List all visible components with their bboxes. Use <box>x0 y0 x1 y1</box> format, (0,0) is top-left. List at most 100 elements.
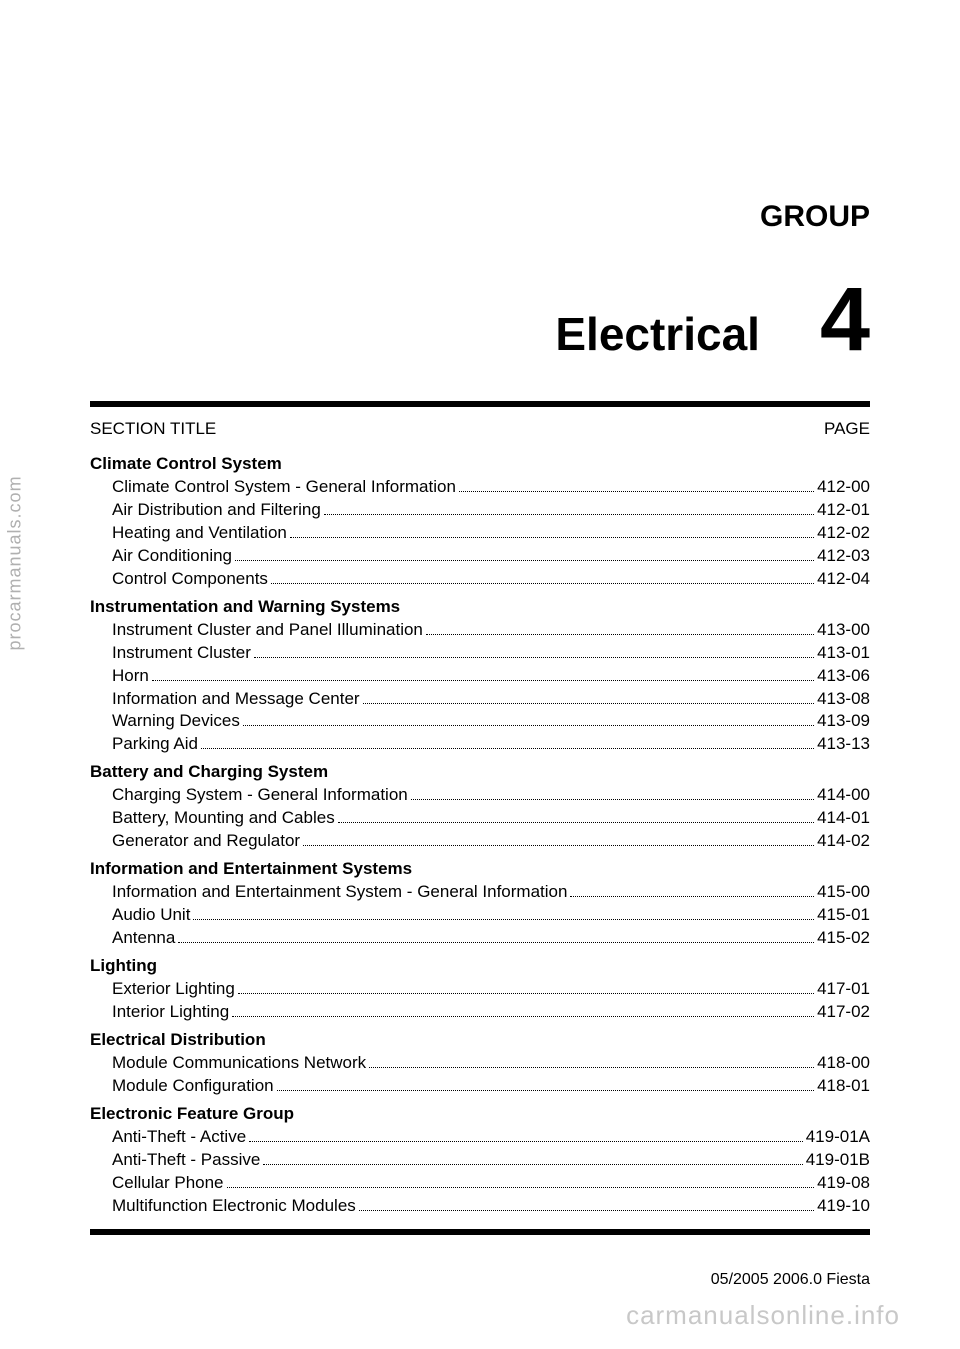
toc-entry-page: 419-10 <box>817 1195 870 1218</box>
toc-dots <box>249 1141 803 1142</box>
header-page: PAGE <box>824 419 870 439</box>
toc-entry-page: 413-09 <box>817 710 870 733</box>
toc-entry: Information and Entertainment System - G… <box>90 881 870 904</box>
toc-entry-page: 413-00 <box>817 619 870 642</box>
toc-dots <box>201 748 814 749</box>
toc-entry: Anti-Theft - Active419-01A <box>90 1126 870 1149</box>
divider-top <box>90 401 870 407</box>
toc-entry-label: Instrument Cluster and Panel Illuminatio… <box>112 619 423 642</box>
toc-entry: Parking Aid 413-13 <box>90 733 870 756</box>
toc-entry: Cellular Phone419-08 <box>90 1172 870 1195</box>
toc-entry-label: Audio Unit <box>112 904 190 927</box>
toc-entry-page: 412-03 <box>817 545 870 568</box>
toc-entry-label: Air Distribution and Filtering <box>112 499 321 522</box>
section-heading: Electrical Distribution <box>90 1030 870 1050</box>
toc-entry: Generator and Regulator 414-02 <box>90 830 870 853</box>
title-row: Electrical 4 <box>90 284 870 361</box>
toc-dots <box>290 537 814 538</box>
section-heading: Instrumentation and Warning Systems <box>90 597 870 617</box>
toc-dots <box>235 560 814 561</box>
toc-entry-label: Heating and Ventilation <box>112 522 287 545</box>
toc-entry-label: Horn <box>112 665 149 688</box>
toc-entry-label: Anti-Theft - Passive <box>112 1149 260 1172</box>
toc-entry-label: Warning Devices <box>112 710 240 733</box>
column-header-row: SECTION TITLE PAGE <box>90 419 870 439</box>
toc-entry-label: Information and Message Center <box>112 688 360 711</box>
toc-entry-label: Charging System - General Information <box>112 784 408 807</box>
toc-entry: Audio Unit 415-01 <box>90 904 870 927</box>
toc-dots <box>459 491 814 492</box>
toc-entry-page: 415-00 <box>817 881 870 904</box>
section-heading: Electronic Feature Group <box>90 1104 870 1124</box>
toc-entry-label: Exterior Lighting <box>112 978 235 1001</box>
toc-dots <box>178 942 814 943</box>
toc-entry-page: 413-13 <box>817 733 870 756</box>
toc-dots <box>411 799 814 800</box>
toc-dots <box>271 583 814 584</box>
toc-dots <box>232 1016 814 1017</box>
toc-entry: Heating and Ventilation 412-02 <box>90 522 870 545</box>
toc-dots <box>193 919 814 920</box>
toc-entry-page: 412-00 <box>817 476 870 499</box>
toc-entry: Control Components 412-04 <box>90 568 870 591</box>
page-content: GROUP Electrical 4 SECTION TITLE PAGE Cl… <box>0 0 960 1349</box>
toc-entry-label: Module Communications Network <box>112 1052 366 1075</box>
toc-entry-label: Module Configuration <box>112 1075 274 1098</box>
toc-entry-label: Air Conditioning <box>112 545 232 568</box>
header-section-title: SECTION TITLE <box>90 419 216 439</box>
toc-entry-label: Generator and Regulator <box>112 830 300 853</box>
toc-entry-label: Control Components <box>112 568 268 591</box>
toc-dots <box>152 680 814 681</box>
toc-entry-page: 417-01 <box>817 978 870 1001</box>
toc-dots <box>243 725 814 726</box>
toc-dots <box>277 1090 814 1091</box>
section-heading: Lighting <box>90 956 870 976</box>
toc-entry-label: Information and Entertainment System - G… <box>112 881 567 904</box>
toc-entry-page: 418-00 <box>817 1052 870 1075</box>
toc-entry-page: 414-00 <box>817 784 870 807</box>
toc-entry: Instrument Cluster413-01 <box>90 642 870 665</box>
main-title: Electrical <box>555 307 760 361</box>
toc-entry-label: Climate Control System - General Informa… <box>112 476 456 499</box>
toc-dots <box>263 1164 802 1165</box>
section-heading: Information and Entertainment Systems <box>90 859 870 879</box>
toc-entry-page: 412-04 <box>817 568 870 591</box>
section-heading: Climate Control System <box>90 454 870 474</box>
toc-entry-page: 414-01 <box>817 807 870 830</box>
toc-entry: Interior Lighting417-02 <box>90 1001 870 1024</box>
toc-entry-page: 412-02 <box>817 522 870 545</box>
toc-dots <box>324 514 814 515</box>
toc-entry-page: 419-01A <box>806 1126 870 1149</box>
toc-dots <box>570 896 814 897</box>
toc-entry: Warning Devices 413-09 <box>90 710 870 733</box>
toc-entry-label: Interior Lighting <box>112 1001 229 1024</box>
toc-entry-page: 415-01 <box>817 904 870 927</box>
toc-sections: Climate Control SystemClimate Control Sy… <box>90 454 870 1217</box>
toc-entry-page: 418-01 <box>817 1075 870 1098</box>
toc-entry-label: Parking Aid <box>112 733 198 756</box>
toc-entry: Battery, Mounting and Cables414-01 <box>90 807 870 830</box>
section-heading: Battery and Charging System <box>90 762 870 782</box>
divider-bottom <box>90 1229 870 1235</box>
toc-entry: Information and Message Center 413-08 <box>90 688 870 711</box>
toc-entry: Multifunction Electronic Modules 419-10 <box>90 1195 870 1218</box>
group-label: GROUP <box>90 200 870 234</box>
toc-entry-label: Multifunction Electronic Modules <box>112 1195 356 1218</box>
toc-dots <box>426 634 814 635</box>
toc-entry-page: 419-08 <box>817 1172 870 1195</box>
toc-entry-page: 419-01B <box>806 1149 870 1172</box>
toc-entry-page: 413-08 <box>817 688 870 711</box>
toc-dots <box>227 1187 815 1188</box>
toc-entry-page: 414-02 <box>817 830 870 853</box>
toc-dots <box>338 822 814 823</box>
toc-entry-page: 413-06 <box>817 665 870 688</box>
toc-entry: Air Distribution and Filtering412-01 <box>90 499 870 522</box>
toc-entry: Horn 413-06 <box>90 665 870 688</box>
toc-entry: Module Communications Network 418-00 <box>90 1052 870 1075</box>
toc-entry-page: 413-01 <box>817 642 870 665</box>
toc-dots <box>359 1210 814 1211</box>
toc-entry: Anti-Theft - Passive 419-01B <box>90 1149 870 1172</box>
toc-entry: Antenna415-02 <box>90 927 870 950</box>
toc-entry: Air Conditioning 412-03 <box>90 545 870 568</box>
toc-dots <box>363 703 814 704</box>
